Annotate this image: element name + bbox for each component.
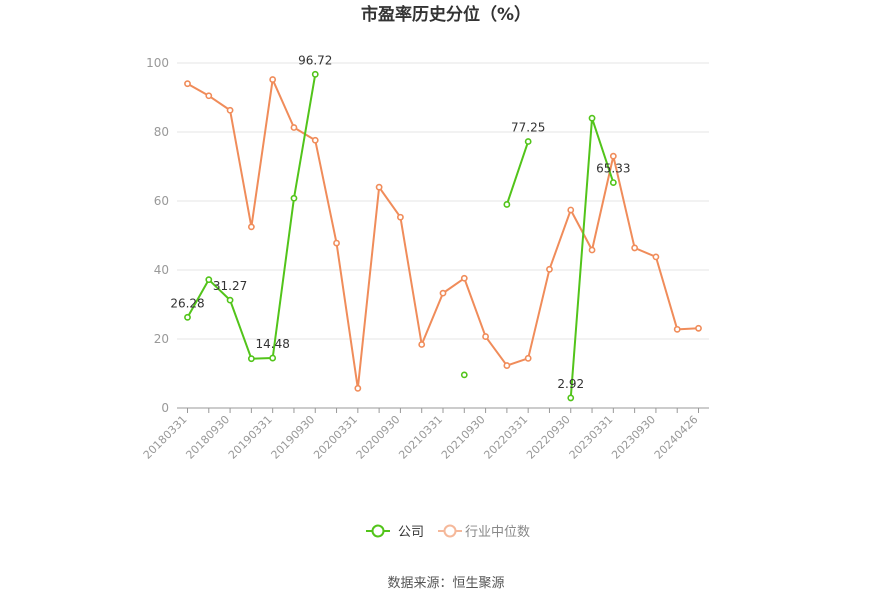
data-point	[375, 183, 383, 191]
series-layer	[184, 70, 702, 402]
data-point	[695, 324, 702, 332]
legend-marker	[443, 524, 457, 538]
data-point	[205, 92, 213, 100]
data-point	[524, 354, 532, 362]
data-point	[226, 106, 234, 114]
label-layer: 26.28 31.27 14.48 96.72 77.25 2.92 65.33	[170, 53, 630, 391]
series-industry-median	[184, 76, 702, 392]
x-tick-label: 20190331	[226, 413, 275, 462]
data-point	[439, 289, 447, 297]
x-tick-label: 20200331	[311, 413, 360, 462]
data-point	[673, 325, 681, 333]
data-point	[503, 201, 511, 208]
x-tick-label: 20210331	[396, 413, 445, 462]
legend-label: 行业中位数	[465, 525, 530, 540]
data-point	[609, 179, 617, 187]
data-point	[588, 246, 596, 254]
x-tick-label: 20220930	[524, 413, 573, 462]
series-line	[186, 74, 615, 399]
data-point	[205, 276, 213, 284]
data-point	[567, 206, 575, 214]
data-point	[269, 354, 277, 362]
legend-item-industry-median[interactable]: 行业中位数	[438, 524, 530, 540]
data-point	[460, 274, 468, 282]
x-tick-label: 20230331	[567, 413, 616, 462]
data-label: 65.33	[596, 162, 630, 176]
data-point	[524, 138, 532, 145]
y-tick-label: 0	[161, 401, 169, 415]
y-tick-label: 20	[154, 332, 169, 346]
x-tick-label: 20220331	[481, 413, 530, 462]
data-point	[397, 213, 404, 221]
legend-label: 公司	[398, 525, 424, 540]
data-point	[609, 152, 617, 160]
data-point	[567, 394, 575, 402]
y-tick-label: 60	[154, 194, 169, 208]
data-point	[247, 223, 255, 231]
data-point	[184, 313, 191, 321]
legend-item-company[interactable]: 公司	[366, 524, 424, 540]
axis-layer: 0 20 40 60 80 100 2018033120180930201903312019…	[141, 56, 709, 462]
y-tick-label: 40	[154, 263, 169, 277]
data-point	[652, 253, 660, 261]
data-point	[546, 265, 553, 273]
y-tick-label: 100	[146, 56, 169, 70]
data-point	[418, 341, 426, 348]
y-tick-label: 80	[154, 125, 169, 139]
chart-title: 市盈率历史分位（%）	[361, 4, 531, 25]
series-company	[184, 70, 617, 402]
x-tick-label: 20180331	[141, 413, 190, 462]
data-point	[311, 136, 319, 144]
x-tick-label: 20200930	[354, 413, 403, 462]
data-label: 26.28	[170, 296, 204, 310]
legend[interactable]: 公司 行业中位数	[366, 524, 530, 540]
data-point	[290, 194, 298, 202]
x-tick-label: 20180930	[183, 413, 232, 462]
x-tick-label: 20210930	[439, 413, 488, 462]
data-label: 14.48	[255, 337, 289, 351]
x-tick-label: 20190930	[269, 413, 318, 462]
data-point	[503, 362, 511, 369]
legend-marker	[371, 524, 385, 538]
data-point	[226, 296, 234, 304]
data-label: 31.27	[213, 279, 247, 293]
data-point	[631, 244, 639, 252]
data-point	[290, 124, 298, 131]
data-point	[482, 333, 489, 340]
data-label: 2.92	[557, 377, 584, 391]
data-point	[333, 239, 340, 247]
data-label: 77.25	[511, 120, 545, 134]
x-tick-label: 20230930	[609, 413, 658, 462]
data-point	[354, 384, 362, 392]
data-point	[184, 80, 191, 88]
x-tick-label: 20240426	[652, 413, 701, 462]
data-point	[588, 114, 596, 122]
data-point	[460, 371, 468, 379]
source-note: 数据来源：恒生聚源	[387, 576, 504, 591]
data-point	[311, 70, 319, 78]
data-label: 96.72	[298, 53, 332, 67]
data-point	[247, 355, 255, 363]
data-point	[269, 76, 277, 83]
grid-layer	[177, 62, 709, 340]
